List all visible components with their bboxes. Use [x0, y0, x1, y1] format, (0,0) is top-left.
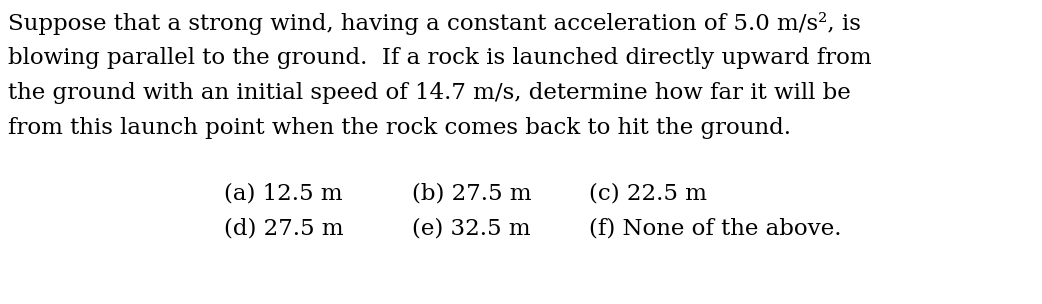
- Text: (b) 27.5 m: (b) 27.5 m: [412, 182, 531, 204]
- Text: from this launch point when the rock comes back to hit the ground.: from this launch point when the rock com…: [8, 117, 791, 139]
- Text: Suppose that a strong wind, having a constant acceleration of 5.0 m/s², is: Suppose that a strong wind, having a con…: [8, 12, 861, 35]
- Text: (d) 27.5 m: (d) 27.5 m: [224, 217, 344, 239]
- Text: the ground with an initial speed of 14.7 m/s, determine how far it will be: the ground with an initial speed of 14.7…: [8, 82, 851, 104]
- Text: (a) 12.5 m: (a) 12.5 m: [224, 182, 343, 204]
- Text: blowing parallel to the ground.  If a rock is launched directly upward from: blowing parallel to the ground. If a roc…: [8, 47, 872, 69]
- Text: (f) None of the above.: (f) None of the above.: [589, 217, 841, 239]
- Text: (e) 32.5 m: (e) 32.5 m: [412, 217, 530, 239]
- Text: (c) 22.5 m: (c) 22.5 m: [589, 182, 706, 204]
